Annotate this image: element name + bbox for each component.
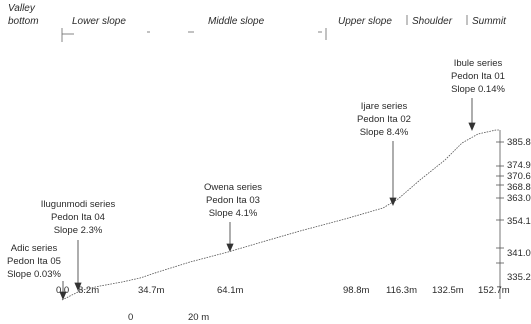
pedon-id: Pedon Ita 03: [206, 195, 260, 206]
arrow-pedon-ita-03: [226, 222, 234, 253]
distance-label: 98.8m: [343, 285, 369, 296]
arrow-pedon-ita-02: [389, 141, 397, 207]
position-upper-slope: Upper slope: [338, 16, 392, 27]
pedon-annotations: Adic series Pedon Ita 05 Slope 0.03% Ilu…: [7, 58, 505, 280]
pedon-ita-04-label: Ilugunmodi series Pedon Ita 04 Slope 2.3…: [41, 199, 116, 236]
distance-label: 152.7m: [478, 285, 510, 296]
position-separators: [61, 15, 468, 42]
slope-position-labels: Valley bottom Lower slope Middle slope U…: [8, 3, 507, 27]
arrow-pedon-ita-01: [468, 98, 476, 132]
pedon-ita-01-label: Ibule series Pedon Ita 01 Slope 0.14%: [451, 58, 505, 95]
position-shoulder: Shoulder: [412, 16, 453, 27]
pedon-series: Adic series: [11, 243, 58, 254]
elevation-labels: 385.85m 374.90m 370.64m 368.81m 363.02m …: [507, 137, 531, 283]
arrow-pedon-ita-05: [59, 281, 67, 301]
pedon-arrows: [59, 98, 476, 301]
pedon-id: Pedon Ita 04: [51, 212, 105, 223]
position-lower-slope: Lower slope: [72, 16, 126, 27]
distance-label: 0.0: [56, 285, 69, 296]
position-summit: Summit: [472, 16, 507, 27]
elevation-ticks: [496, 141, 504, 264]
elevation-label: 354.18m: [507, 216, 531, 227]
distance-label: 34.7m: [138, 285, 164, 296]
elevation-label: 370.64m: [507, 171, 531, 182]
pedon-series: Ilugunmodi series: [41, 199, 116, 210]
scale-start: 0: [128, 312, 133, 323]
elevation-label: 335.28m: [507, 272, 531, 283]
elevation-label: 385.85m: [507, 137, 531, 148]
terrain-profile-line: [61, 129, 500, 301]
position-valley-bottom-line1: Valley: [8, 3, 36, 14]
pedon-ita-03-label: Owena series Pedon Ita 03 Slope 4.1%: [204, 182, 262, 219]
pedon-slope: Slope 0.14%: [451, 84, 505, 95]
pedon-id: Pedon Ita 05: [7, 256, 61, 267]
pedon-series: Ibule series: [454, 58, 503, 69]
position-middle-slope: Middle slope: [208, 16, 265, 27]
pedon-series: Owena series: [204, 182, 262, 193]
elevation-label: 368.81m: [507, 182, 531, 193]
elevation-label: 341.07m: [507, 248, 531, 259]
position-valley-bottom-line2: bottom: [8, 16, 39, 27]
distance-label: 116.3m: [386, 285, 417, 296]
pedon-slope: Slope 2.3%: [54, 225, 103, 236]
pedon-ita-05-label: Adic series Pedon Ita 05 Slope 0.03%: [7, 243, 61, 280]
pedon-slope: Slope 0.03%: [7, 269, 61, 280]
distance-label: 64.1m: [217, 285, 243, 296]
distance-label: 132.5m: [432, 285, 464, 296]
pedon-id: Pedon Ita 01: [451, 71, 505, 82]
distance-labels: 0.0 8.2m 34.7m 64.1m 98.8m 116.3m 132.5m…: [56, 285, 510, 296]
scale-bar: 0 20 m: [128, 312, 209, 323]
distance-label: 8.2m: [78, 285, 99, 296]
scale-end: 20 m: [188, 312, 209, 323]
pedon-ita-02-label: Ijare series Pedon Ita 02 Slope 8.4%: [357, 101, 411, 138]
arrow-pedon-ita-04: [74, 240, 82, 292]
pedon-slope: Slope 8.4%: [360, 127, 409, 138]
pedon-series: Ijare series: [361, 101, 408, 112]
pedon-slope: Slope 4.1%: [209, 208, 258, 219]
pedon-id: Pedon Ita 02: [357, 114, 411, 125]
elevation-label: 374.90m: [507, 160, 531, 171]
elevation-label: 363.02m: [507, 193, 531, 204]
